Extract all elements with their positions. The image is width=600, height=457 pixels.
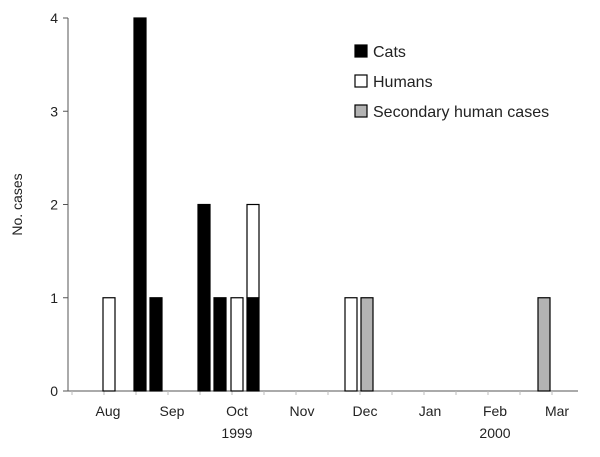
x-tick-label: Nov	[290, 403, 315, 419]
legend-swatch-secondary	[354, 104, 368, 118]
x-tick-label: Sep	[160, 403, 185, 419]
y-tick-label: 3	[50, 103, 58, 119]
y-tick-label: 0	[50, 383, 58, 399]
x-tick-label: Jan	[419, 403, 442, 419]
bar-cats	[213, 297, 227, 392]
bar-cats	[197, 203, 211, 392]
x-tick-label: Oct	[226, 403, 248, 419]
bar-humans	[102, 297, 116, 392]
x-tick-label: Dec	[353, 403, 378, 419]
legend-label-cats: Cats	[373, 44, 406, 61]
labels: 0 1 2 3 4 No. cases Aug Sep Oct Nov Dec Jan Feb Mar 19…	[9, 10, 569, 441]
legend-swatch-humans	[354, 74, 368, 88]
bar-cats	[149, 297, 163, 392]
legend-swatch-cats	[354, 44, 368, 58]
legend-label-humans: Humans	[373, 74, 433, 91]
y-axis-title: No. cases	[9, 173, 25, 235]
bar-humans	[230, 297, 244, 392]
year-label: 2000	[479, 425, 510, 441]
x-tick-label: Feb	[483, 403, 507, 419]
x-tick-label: Mar	[545, 403, 569, 419]
x-tick-label: Aug	[96, 403, 121, 419]
bars	[102, 17, 551, 392]
bar-cats	[246, 297, 260, 392]
legend-label-secondary: Secondary human cases	[373, 104, 549, 121]
year-label: 1999	[221, 425, 252, 441]
y-tick-label: 1	[50, 290, 58, 306]
y-tick-label: 4	[50, 10, 58, 26]
bar-secondary	[537, 297, 551, 392]
bar-secondary	[360, 297, 374, 392]
bar-humans	[344, 297, 358, 392]
bar-humans	[246, 203, 260, 299]
bar-cats	[133, 17, 147, 392]
y-tick-label: 2	[50, 197, 58, 213]
legend: Cats Humans Secondary human cases	[354, 44, 549, 121]
